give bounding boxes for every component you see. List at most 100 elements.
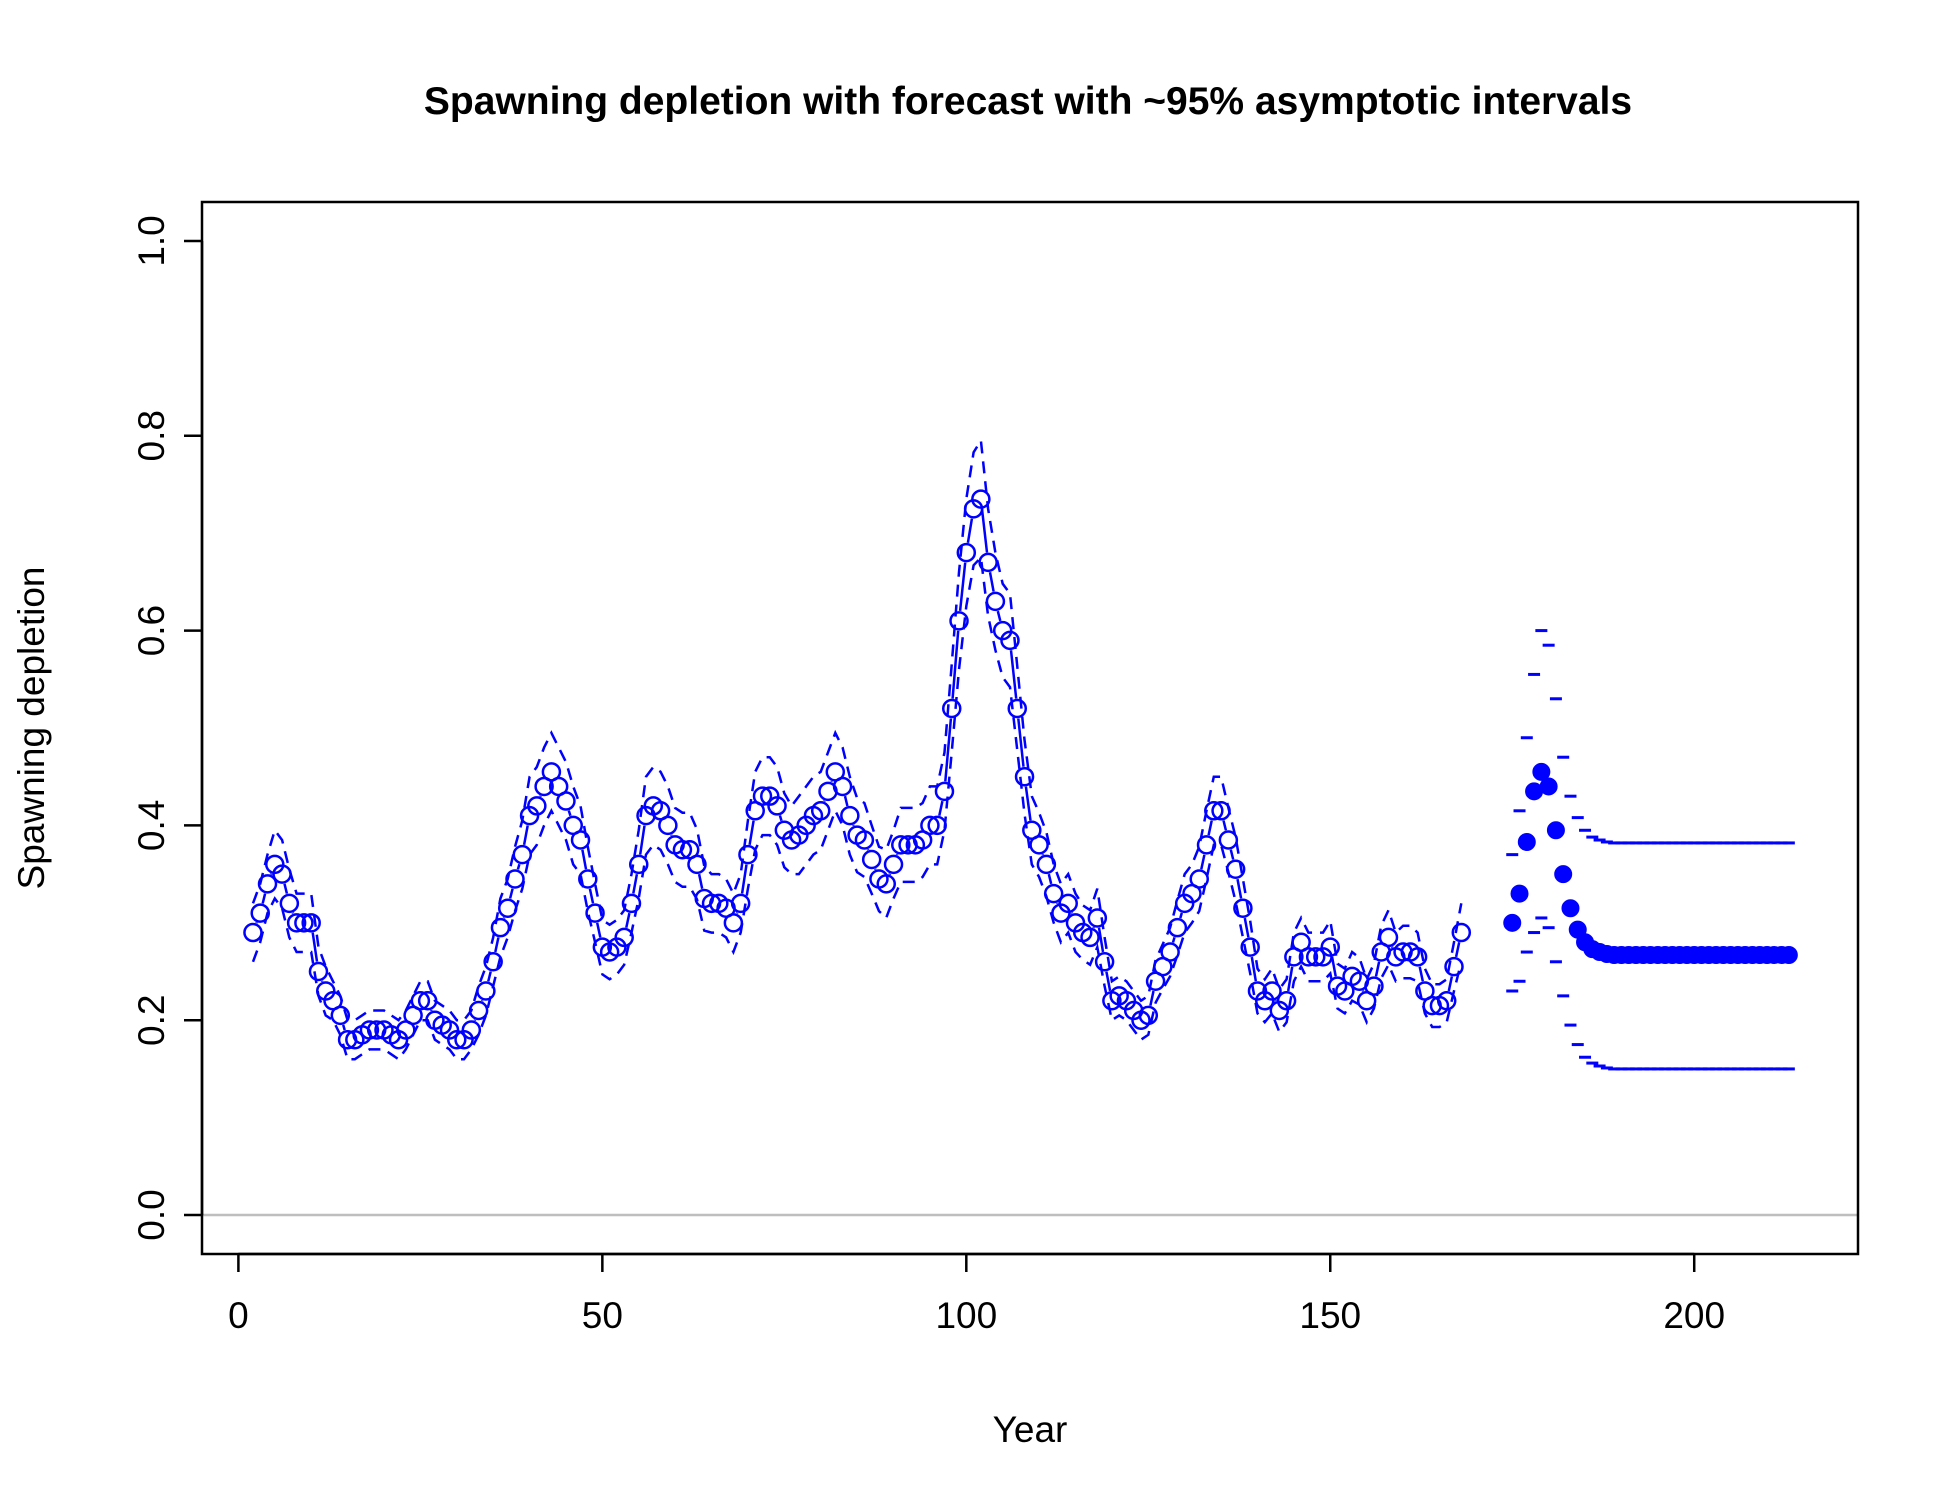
depletion-point: [1276, 990, 1297, 1011]
forecast-point: [1539, 777, 1558, 796]
depletion-point: [505, 869, 525, 889]
depletion-point: [1000, 630, 1020, 651]
y-axis-label: Spawning depletion: [11, 567, 52, 890]
depletion-point: [1196, 835, 1217, 855]
y-tick-label: 1.0: [131, 215, 172, 266]
depletion-point: [854, 830, 875, 850]
y-tick-label: 0.8: [131, 410, 172, 461]
depletion-point: [628, 854, 649, 875]
depletion-point: [1240, 937, 1260, 957]
depletion-point: [1451, 922, 1472, 943]
depletion-point: [738, 844, 758, 865]
depletion-point: [840, 805, 860, 826]
forecast-lower-interval-ticks-series: [1506, 916, 1795, 1071]
dashed-upper-interval-series: [251, 436, 1463, 1022]
plot-frame: [200, 200, 1860, 1256]
series-layer: [243, 436, 1798, 1071]
y-tick-label: 0.6: [131, 605, 172, 656]
x-axis: 0 50 100 150 200: [228, 1252, 1725, 1336]
depletion-point: [490, 917, 511, 938]
y-axis: 0.0 0.2 0.4 0.6 0.8 1.0: [131, 215, 204, 1241]
depletion-point: [1036, 854, 1057, 875]
depletion-point: [1298, 947, 1319, 967]
forecast-point: [1517, 832, 1536, 851]
depletion-point: [621, 893, 642, 914]
depletion-point: [243, 922, 263, 943]
depletion-point: [330, 1005, 351, 1026]
depletion-point: [672, 840, 693, 860]
depletion-point: [286, 913, 307, 933]
depletion-point: [570, 830, 591, 850]
depletion-point: [1218, 830, 1239, 850]
lower-interval-line: [251, 554, 1463, 1061]
depletion-point: [1007, 698, 1028, 719]
x-tick-label: 0: [228, 1295, 249, 1336]
depletion-point: [497, 898, 518, 918]
y-tick-label: 0.2: [131, 995, 172, 1046]
x-tick-label: 50: [582, 1295, 623, 1336]
depletion-point: [832, 776, 853, 797]
depletion-point: [971, 489, 991, 509]
forecast-point: [1503, 913, 1522, 932]
depletion-point: [920, 815, 940, 836]
depletion-point: [723, 913, 744, 933]
y-tick-label: 0.4: [131, 800, 172, 851]
depletion-point: [1094, 952, 1115, 972]
depletion-point: [658, 815, 678, 836]
forecast-point: [1779, 945, 1798, 964]
depletion-point: [730, 893, 751, 914]
depletion-point: [1014, 766, 1035, 787]
x-tick-label: 100: [935, 1295, 997, 1336]
depletion-point: [1444, 956, 1464, 977]
depletion-point: [934, 781, 955, 802]
forecast-point: [1510, 884, 1529, 903]
depletion-point: [1029, 835, 1049, 855]
depletion-point: [1080, 927, 1100, 948]
x-axis-label: Year: [993, 1409, 1068, 1450]
depletion-point: [876, 874, 896, 894]
depletion-point: [461, 1020, 482, 1040]
depletion-point: [359, 1020, 380, 1040]
depletion-point: [512, 844, 533, 865]
forecast-point: [1532, 762, 1551, 781]
depletion-point: [1167, 917, 1188, 938]
depletion-point: [614, 927, 634, 948]
depletion-point: [767, 796, 787, 816]
depletion-point: [1138, 1005, 1159, 1026]
depletion-point: [1378, 927, 1399, 948]
x-tick-label: 150: [1299, 1295, 1361, 1336]
dashed-lower-interval-series: [251, 554, 1463, 1061]
depletion-point: [985, 591, 1006, 612]
upper-interval-line: [251, 436, 1463, 1022]
depletion-line: [255, 508, 1461, 1031]
depletion-point: [687, 854, 707, 875]
depletion-point: [1058, 893, 1078, 914]
forecast-point: [1546, 821, 1565, 840]
depletion-point: [941, 698, 962, 719]
depletion-point: [1305, 947, 1326, 967]
chart-title: Spawning depletion with forecast with ~9…: [424, 80, 1632, 123]
depletion-point: [891, 835, 911, 855]
depletion-point: [483, 952, 503, 972]
forecast-point: [1554, 865, 1573, 884]
depletion-point: [527, 796, 547, 816]
depletion-point: [1233, 898, 1253, 918]
y-tick-label: 0.0: [131, 1189, 172, 1240]
depletion-point: [1262, 981, 1282, 1001]
depletion-point: [1436, 990, 1457, 1011]
line-with-open-circles-series: [243, 489, 1472, 1050]
depletion-point: [1364, 976, 1384, 996]
depletion-point: [861, 849, 882, 870]
depletion-point: [1087, 908, 1108, 928]
depletion-point: [476, 981, 496, 1001]
x-tick-label: 200: [1663, 1295, 1725, 1336]
forecast-filled-points-series: [1503, 762, 1798, 964]
depletion-point: [956, 542, 977, 563]
depletion-point: [1320, 937, 1341, 957]
depletion-point: [810, 801, 831, 821]
depletion-point: [279, 893, 300, 914]
forecast-point: [1561, 899, 1580, 918]
depletion-point: [556, 791, 576, 811]
depletion-point: [1160, 942, 1180, 962]
